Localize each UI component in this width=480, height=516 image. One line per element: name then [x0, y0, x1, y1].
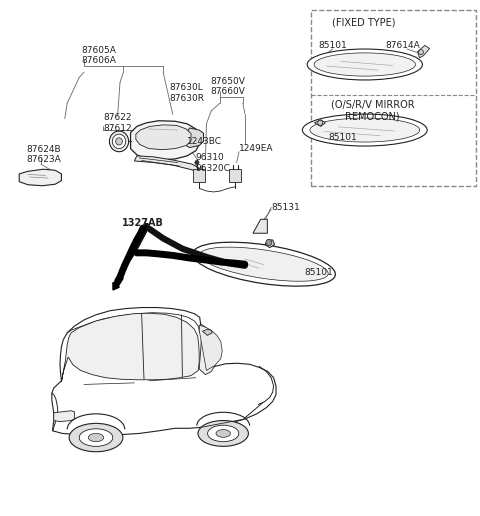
Polygon shape: [199, 325, 222, 370]
Text: 85131: 85131: [271, 203, 300, 212]
Ellipse shape: [79, 429, 113, 446]
FancyArrow shape: [113, 276, 123, 290]
Ellipse shape: [116, 138, 122, 145]
Polygon shape: [54, 411, 74, 422]
Polygon shape: [314, 120, 325, 126]
Polygon shape: [203, 329, 212, 335]
Ellipse shape: [109, 131, 129, 152]
Text: 87624B
87623A: 87624B 87623A: [26, 145, 61, 165]
Polygon shape: [229, 169, 241, 182]
Text: 87614A: 87614A: [386, 41, 420, 50]
Polygon shape: [134, 156, 199, 171]
Polygon shape: [61, 313, 199, 382]
Polygon shape: [52, 308, 276, 435]
Ellipse shape: [69, 423, 123, 452]
Polygon shape: [418, 45, 430, 58]
Polygon shape: [186, 128, 204, 148]
Ellipse shape: [198, 421, 249, 446]
Text: 96310
96320C: 96310 96320C: [196, 153, 231, 173]
Ellipse shape: [310, 118, 420, 142]
Polygon shape: [136, 125, 191, 150]
Ellipse shape: [208, 425, 239, 442]
Ellipse shape: [200, 247, 328, 281]
Ellipse shape: [266, 239, 272, 246]
Polygon shape: [131, 121, 199, 160]
Ellipse shape: [112, 134, 126, 149]
Text: 87650V
87660V: 87650V 87660V: [211, 77, 245, 96]
Ellipse shape: [88, 433, 104, 442]
Bar: [311, 10, 476, 186]
Ellipse shape: [419, 50, 423, 55]
Ellipse shape: [195, 160, 199, 165]
Ellipse shape: [216, 429, 230, 438]
Polygon shape: [199, 324, 217, 375]
Ellipse shape: [314, 53, 416, 76]
Text: 87605A
87606A: 87605A 87606A: [81, 45, 116, 65]
Text: 1243BC: 1243BC: [187, 137, 222, 146]
Polygon shape: [193, 169, 205, 182]
Ellipse shape: [307, 49, 422, 80]
Ellipse shape: [318, 120, 323, 125]
Text: 85101: 85101: [318, 41, 347, 50]
Polygon shape: [19, 169, 61, 186]
Polygon shape: [253, 219, 267, 233]
Text: 1249EA: 1249EA: [239, 144, 274, 153]
Text: 85101: 85101: [329, 133, 358, 142]
Text: 85101: 85101: [305, 268, 334, 277]
Text: 87630L
87630R: 87630L 87630R: [169, 83, 204, 103]
Text: (FIXED TYPE): (FIXED TYPE): [332, 18, 396, 28]
Text: (O/S/R/V MIRROR
REMOCON): (O/S/R/V MIRROR REMOCON): [331, 100, 414, 121]
Ellipse shape: [302, 114, 427, 146]
Polygon shape: [265, 240, 275, 248]
Text: 87622
87612: 87622 87612: [103, 113, 132, 133]
Ellipse shape: [192, 242, 336, 286]
Text: 1327AB: 1327AB: [121, 218, 163, 229]
